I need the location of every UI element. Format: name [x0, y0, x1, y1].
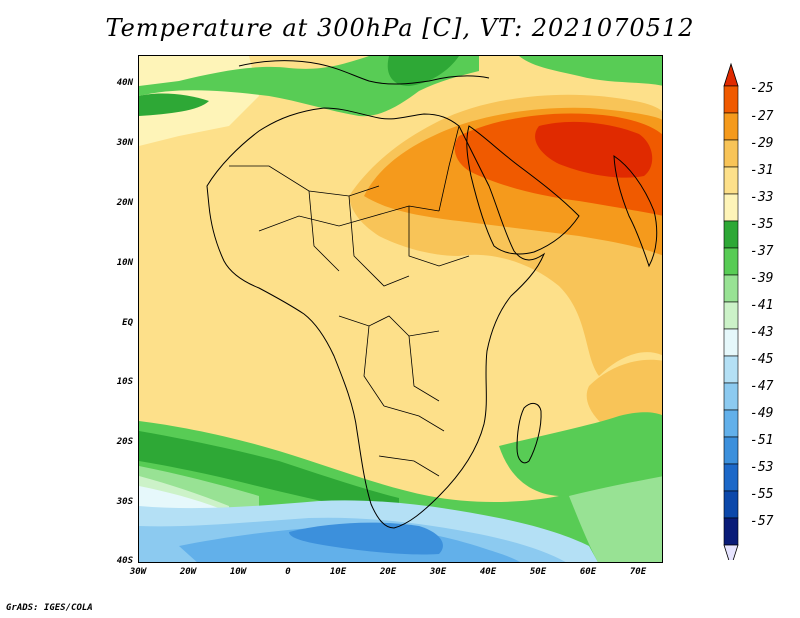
x-axis-label-20e: 20E — [379, 567, 397, 577]
colorbar-segment — [723, 517, 739, 546]
y-axis-label-10s: 10S — [116, 377, 133, 387]
colorbar-segment — [723, 139, 739, 168]
colorbar-segment — [723, 274, 739, 303]
africa-coastline — [206, 107, 546, 529]
x-axis-label-70e: 70E — [629, 567, 647, 577]
colorbar-label-minus-49: -49 — [750, 406, 774, 421]
mediterranean-dark-green — [387, 56, 459, 86]
colorbar-label-minus-27: -27 — [750, 109, 774, 124]
colorbar-segment — [723, 220, 739, 249]
colorbar-label-minus-39: -39 — [750, 271, 774, 286]
x-axis-label-40e: 40E — [479, 567, 497, 577]
colorbar-segment — [723, 328, 739, 357]
x-axis-label-30e: 30E — [429, 567, 447, 577]
southern-dark-green — [139, 431, 399, 516]
north-atlantic-green-patch — [139, 93, 209, 116]
madagascar-outline — [516, 403, 542, 464]
colorbar-label-minus-45: -45 — [750, 352, 774, 367]
x-axis-label-10e: 10E — [329, 567, 347, 577]
colorbar-bottom-arrow — [723, 544, 739, 560]
y-axis-label-30s: 30S — [116, 497, 133, 507]
y-axis-label-20n: 20N — [116, 198, 133, 208]
colorbar-label-minus-53: -53 — [750, 460, 774, 475]
colorbar-segment — [723, 193, 739, 222]
colorbar-segment — [723, 436, 739, 465]
colorbar — [723, 62, 739, 560]
europe-outline — [238, 60, 490, 85]
colorbar-label-minus-33: -33 — [750, 190, 774, 205]
colorbar-label-minus-37: -37 — [750, 244, 774, 259]
colorbar-label-minus-41: -41 — [750, 298, 774, 313]
x-axis-label-0: 0 — [285, 567, 291, 577]
india-outline — [613, 155, 658, 268]
chart-title: Temperature at 300hPa [C], VT: 202107051… — [105, 14, 695, 42]
colorbar-segment — [723, 301, 739, 330]
y-axis-label-40n: 40N — [116, 78, 133, 88]
colorbar-segment — [723, 382, 739, 411]
x-axis-label-60e: 60E — [579, 567, 597, 577]
y-axis-label-20s: 20S — [116, 437, 133, 447]
arabia-outline — [466, 125, 580, 255]
colorbar-segment — [723, 463, 739, 492]
south-east-green-band — [499, 412, 662, 496]
colorbar-top-arrow — [723, 62, 739, 87]
colorbar-label-minus-29: -29 — [750, 136, 774, 151]
x-axis-label-20w: 20W — [179, 567, 197, 577]
colorbar-label-minus-25: -25 — [750, 81, 774, 96]
x-axis-label-30w: 30W — [129, 567, 147, 577]
colorbar-segment — [723, 247, 739, 276]
y-axis-label-eq: EQ — [122, 318, 133, 328]
y-axis-label-10n: 10N — [116, 258, 133, 268]
colorbar-segment — [723, 490, 739, 519]
colorbar-segment — [723, 409, 739, 438]
y-axis-label-40s: 40S — [116, 556, 133, 566]
colorbar-label-minus-57: -57 — [750, 514, 774, 529]
colorbar-label-minus-55: -55 — [750, 487, 774, 502]
colorbar-segment — [723, 85, 739, 114]
y-axis-label-30n: 30N — [116, 138, 133, 148]
north-east-green-band — [519, 56, 662, 86]
colorbar-segment — [723, 355, 739, 384]
country-borders — [229, 125, 470, 477]
x-axis-label-10w: 10W — [229, 567, 247, 577]
colorbar-label-minus-47: -47 — [750, 379, 774, 394]
colorbar-label-minus-51: -51 — [750, 433, 774, 448]
temperature-map[interactable] — [138, 55, 663, 563]
grads-credit: GrADS: IGES/COLA — [6, 603, 93, 613]
colorbar-segment — [723, 166, 739, 195]
colorbar-label-minus-31: -31 — [750, 163, 774, 178]
colorbar-segment — [723, 112, 739, 141]
south-east-light-green — [569, 476, 662, 562]
x-axis-label-50e: 50E — [529, 567, 547, 577]
colorbar-label-minus-43: -43 — [750, 325, 774, 340]
southern-deep-blue-patch — [289, 522, 443, 555]
colorbar-label-minus-35: -35 — [750, 217, 774, 232]
